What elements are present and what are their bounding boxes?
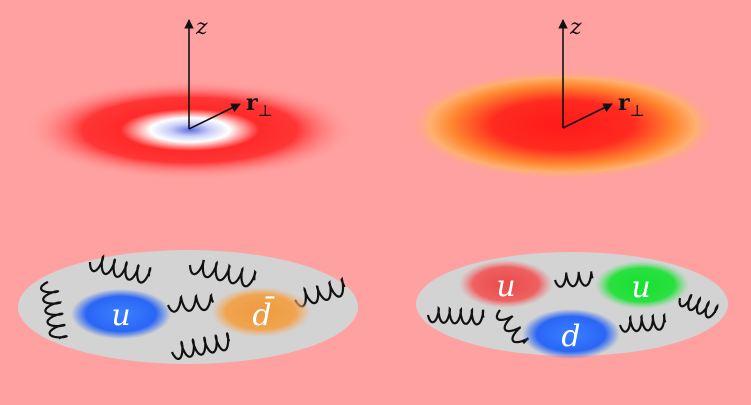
gluon-spring-icon <box>40 280 69 340</box>
proton-quark-u-red-label: u <box>496 269 515 304</box>
proton-quark-d-label: d <box>561 319 580 354</box>
gluon-spring-icon <box>618 312 667 333</box>
gluon-spring-icon <box>678 294 719 319</box>
r-perp-label: r⊥ <box>246 90 273 120</box>
pion-density-panel: z r⊥ <box>25 15 355 180</box>
proton-gluons <box>426 271 719 345</box>
z-axis-label: z <box>569 15 582 40</box>
pion-quark-u-label: u <box>111 298 130 333</box>
pion-antiquark-label: d̄ <box>252 295 274 333</box>
gluon-spring-icon <box>553 271 594 288</box>
r-perp-label: r⊥ <box>618 90 645 120</box>
r-axis-arrow-icon <box>562 103 613 129</box>
pion-bag-panel: u d̄ <box>18 250 358 364</box>
pion-antiquark-d <box>211 287 311 337</box>
pion-density-blob <box>25 80 355 180</box>
gluon-spring-icon <box>166 292 215 313</box>
pion-quark-u <box>71 289 171 339</box>
proton-quark-d <box>522 309 620 359</box>
proton-quark-u-green-label: u <box>631 270 650 305</box>
gluon-spring-icon <box>294 276 346 308</box>
gluon-spring-icon <box>170 331 231 360</box>
r-axis-arrow-icon <box>188 103 241 130</box>
gluon-spring-icon <box>426 305 485 326</box>
proton-density-panel: z r⊥ <box>408 15 718 180</box>
gluon-spring-icon <box>188 259 257 288</box>
proton-quark-u-green <box>595 261 689 309</box>
proton-quark-u-red <box>459 260 553 308</box>
z-axis-label: z <box>195 15 208 40</box>
gluon-spring-icon <box>88 254 152 284</box>
proton-bag-panel: u u d <box>416 252 728 359</box>
pion-gluons <box>40 254 346 360</box>
gluon-spring-icon <box>495 309 530 345</box>
